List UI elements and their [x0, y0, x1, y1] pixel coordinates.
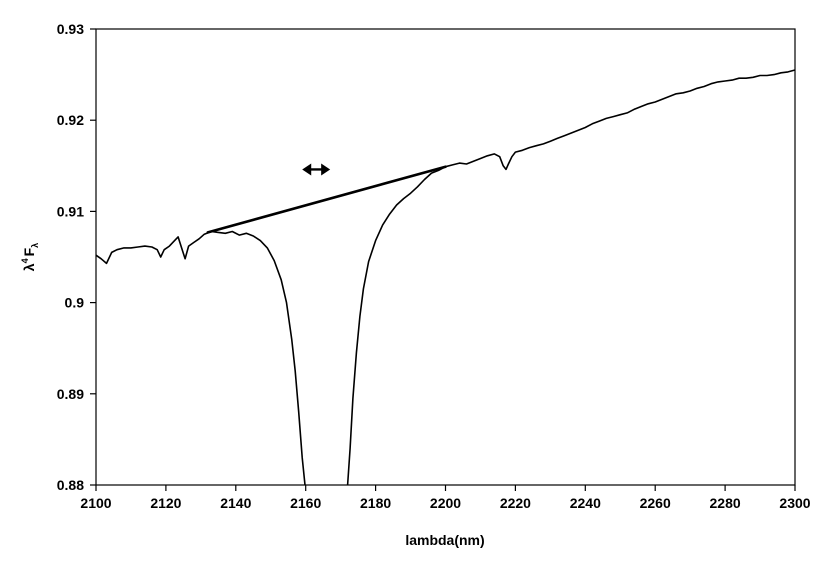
arrow-left-icon: [302, 163, 312, 176]
x-tick-label: 2100: [80, 495, 111, 511]
y-axis-title-superscript: 4: [20, 258, 30, 263]
y-tick-label: 0.9: [65, 295, 85, 311]
x-tick-label: 2200: [430, 495, 461, 511]
x-tick-label: 2140: [220, 495, 251, 511]
y-tick-label: 0.88: [57, 477, 84, 493]
x-tick-label: 2300: [779, 495, 810, 511]
y-tick-label: 0.89: [57, 386, 84, 402]
arrow-right-icon: [321, 163, 331, 176]
x-tick-label: 2180: [360, 495, 391, 511]
x-axis-ticks: 2100 2120 2140 2160 2180 2200 2220 2240 2260 2280…: [80, 485, 811, 511]
y-tick-label: 0.91: [57, 203, 84, 219]
y-tick-label: 0.92: [57, 112, 84, 128]
series-group: [95, 69, 796, 486]
x-tick-label: 2240: [570, 495, 601, 511]
y-axis-title-base: λ: [21, 263, 37, 271]
x-axis-title: lambda(nm): [405, 532, 484, 548]
y-axis-ticks: 0.88 0.89 0.9 0.91 0.92 0.93: [57, 21, 96, 493]
y-axis-title-subscript: λ: [30, 243, 40, 248]
series-line-1: [95, 230, 306, 486]
plot-frame: [95, 28, 796, 486]
series-line-2: [346, 69, 796, 486]
y-tick-label: 0.93: [57, 21, 84, 37]
x-tick-label: 2280: [710, 495, 741, 511]
y-axis-title: λ4Fλ: [20, 243, 40, 271]
x-tick-label: 2160: [290, 495, 321, 511]
y-axis-title-symbol: F: [21, 247, 37, 256]
annotation-group: [206, 163, 447, 234]
x-tick-label: 2220: [500, 495, 531, 511]
x-tick-label: 2260: [640, 495, 671, 511]
continuum-line: [206, 165, 447, 234]
x-tick-label: 2120: [150, 495, 181, 511]
